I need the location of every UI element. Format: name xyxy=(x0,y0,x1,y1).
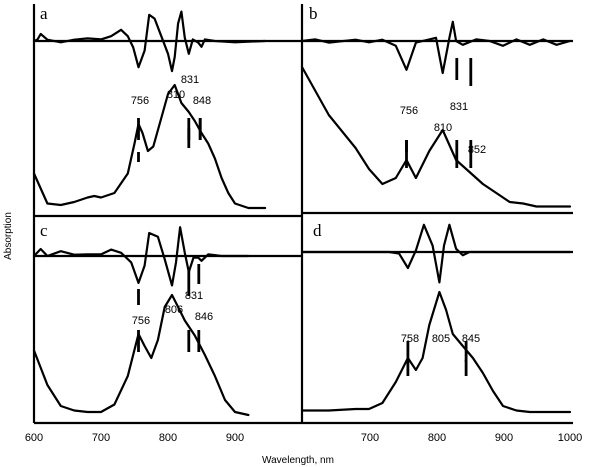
peak-markers-d xyxy=(406,341,468,376)
x-tick-label: 600 xyxy=(25,432,43,444)
y-axis-label: Absorption xyxy=(3,212,14,260)
panel-b: b 756 810 831 852 xyxy=(300,4,573,208)
peak-label: 846 xyxy=(195,311,213,323)
peak-label: 848 xyxy=(193,95,211,107)
peak-label: 756 xyxy=(132,315,150,327)
peak-label: 756 xyxy=(131,95,149,107)
second-derivative-line-d xyxy=(300,223,572,284)
peak-label: 810 xyxy=(167,89,185,101)
peak-markers-a xyxy=(137,118,202,162)
panel-letter-c: c xyxy=(40,221,48,240)
panel-letter-b: b xyxy=(309,4,318,23)
peak-label: 806 xyxy=(165,304,183,316)
x-tick-label: 800 xyxy=(159,432,177,444)
panel-a: a 756 810 831 848 xyxy=(32,4,302,210)
second-derivative-line-b xyxy=(300,20,572,75)
x-tick-label: 700 xyxy=(92,432,110,444)
x-tick-label: 900 xyxy=(226,432,244,444)
peak-markers-b xyxy=(405,58,473,168)
x-ticks-left: 600 700 800 900 xyxy=(25,432,244,444)
peak-label: 831 xyxy=(450,101,468,113)
peak-label: 852 xyxy=(468,144,486,156)
second-derivative-line-c xyxy=(32,226,250,287)
x-ticks-right: 700 800 900 1000 xyxy=(361,432,582,444)
panel-letter-a: a xyxy=(40,4,48,23)
panel-c: c 756 806 831 846 xyxy=(32,221,302,417)
x-tick-label: 700 xyxy=(361,432,379,444)
absorption-line-a xyxy=(32,83,267,210)
panel-letter-d: d xyxy=(313,221,322,240)
peak-label: 831 xyxy=(185,290,203,302)
peak-label: 831 xyxy=(181,74,199,86)
absorption-line-d xyxy=(300,290,572,414)
peak-label: 756 xyxy=(400,105,418,117)
peak-label: 758 xyxy=(401,333,419,345)
peak-label: 845 xyxy=(462,333,480,345)
x-tick-label: 1000 xyxy=(558,432,582,444)
x-tick-label: 900 xyxy=(495,432,513,444)
absorption-line-b xyxy=(300,65,572,208)
second-derivative-line-a xyxy=(32,10,267,73)
x-tick-label: 800 xyxy=(428,432,446,444)
absorption-line-c xyxy=(32,293,250,417)
peak-markers-c xyxy=(137,264,201,352)
x-axis-label: Wavelength, nm xyxy=(262,455,334,466)
panel-d: d 758 805 845 xyxy=(300,221,573,414)
peak-label: 810 xyxy=(434,122,452,134)
peak-label: 805 xyxy=(432,333,450,345)
